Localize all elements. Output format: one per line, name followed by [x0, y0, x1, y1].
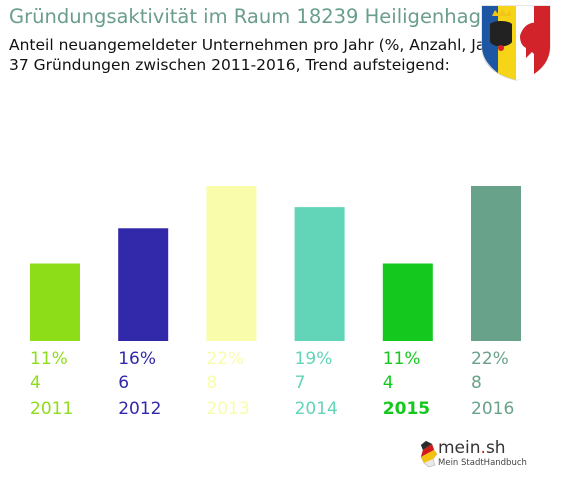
- coat-of-arms-icon: [481, 5, 551, 81]
- bar-2014: [294, 207, 345, 341]
- chart-subtitle: Anteil neuangemeldeter Unternehmen pro J…: [9, 36, 508, 54]
- count-label-2015: 4: [383, 373, 394, 393]
- year-label-2012: 2012: [118, 399, 161, 419]
- percent-label-2012: 16%: [118, 349, 156, 369]
- brand-name-tld: sh: [485, 438, 506, 458]
- bar-2012: [118, 228, 169, 341]
- percent-label-2016: 22%: [471, 349, 509, 369]
- percent-label-2011: 11%: [30, 349, 68, 369]
- count-label-2011: 4: [30, 373, 41, 393]
- count-label-2014: 7: [295, 373, 306, 393]
- count-label-2016: 8: [471, 373, 482, 393]
- count-label-2012: 6: [118, 373, 129, 393]
- chart-summary: 37 Gründungen zwischen 2011-2016, Trend …: [9, 56, 450, 74]
- brand-name-main: mein: [438, 438, 481, 458]
- year-label-2014: 2014: [295, 399, 338, 419]
- bar-2013: [206, 186, 257, 341]
- percent-label-2014: 19%: [295, 349, 333, 369]
- count-label-2013: 8: [206, 373, 217, 393]
- bar-2016: [471, 186, 521, 341]
- year-label-2016: 2016: [471, 399, 514, 419]
- bar-2011: [30, 263, 80, 341]
- year-label-2013: 2013: [206, 399, 249, 419]
- bar-chart: 11% 4 2011 16% 6 2012 22% 8 2013 19% 7 2014 11% 4 2015…: [30, 186, 521, 419]
- chart-title: Gründungsaktivität im Raum 18239 Heilige…: [9, 5, 506, 28]
- brand-tagline: Mein StadtHandbuch: [438, 458, 527, 468]
- year-label-2015: 2015: [383, 399, 430, 419]
- brand-name-dot: .: [480, 438, 486, 458]
- germany-map-icon: [420, 440, 438, 468]
- percent-label-2015: 11%: [383, 349, 421, 369]
- year-label-2011: 2011: [30, 399, 73, 419]
- bar-2015: [382, 263, 433, 341]
- percent-label-2013: 22%: [206, 349, 244, 369]
- brand-logo: mein.sh: [438, 438, 506, 458]
